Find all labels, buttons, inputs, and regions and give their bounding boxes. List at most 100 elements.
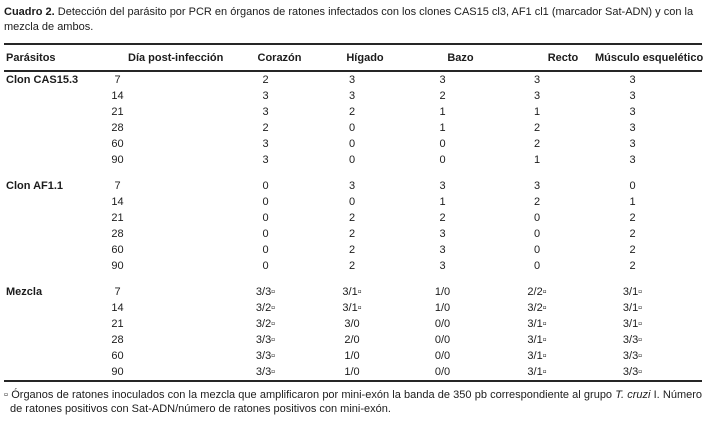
- value-cell: 3/3▫: [255, 366, 276, 378]
- value-cell: 3: [439, 260, 446, 272]
- value-cell: 0/0: [434, 350, 451, 362]
- value-cell: 2: [348, 228, 356, 240]
- row-group-label: [4, 210, 92, 226]
- day-post-infection-cell: 14: [111, 196, 124, 208]
- value-cell: 1: [439, 196, 446, 208]
- value-cell: 0/0: [434, 334, 451, 346]
- col-header-parasitos: Parásitos: [4, 44, 92, 72]
- value-cell: 3: [629, 154, 636, 166]
- day-post-infection-cell: 14: [111, 302, 124, 314]
- value-cell: 1: [533, 154, 541, 166]
- table-row: 14 3 3 2 3 3: [4, 88, 702, 104]
- value-cell: 0: [348, 154, 356, 166]
- day-post-infection-cell: 21: [111, 106, 124, 118]
- value-cell: 0: [439, 138, 446, 150]
- day-post-infection-cell: 60: [111, 244, 124, 256]
- value-cell: 2: [533, 138, 541, 150]
- value-cell: 3: [439, 244, 446, 256]
- value-cell: 1: [533, 106, 541, 118]
- col-header-musculo-esqueletico: Músculo esquelético: [585, 44, 703, 72]
- day-post-infection-cell: 21: [111, 318, 124, 330]
- value-cell: 2/2▫: [527, 286, 547, 298]
- value-cell: 3: [533, 180, 541, 192]
- row-group-label: [4, 136, 92, 152]
- value-cell: 2: [533, 122, 541, 134]
- value-cell: 3/1▫: [527, 334, 547, 346]
- day-post-infection-cell: 90: [111, 366, 124, 378]
- value-cell: 3: [629, 106, 636, 118]
- value-cell: 3: [629, 74, 636, 86]
- value-cell: 2: [629, 244, 636, 256]
- row-group-label: [4, 194, 92, 210]
- caption-text: Detección del parásito por PCR en órgano…: [4, 6, 694, 33]
- value-cell: 0: [262, 196, 269, 208]
- row-group-label: [4, 88, 92, 104]
- value-cell: 3/3▫: [255, 286, 276, 298]
- day-post-infection-cell: 60: [111, 350, 124, 362]
- row-group-label: [4, 226, 92, 242]
- table-row: Clon AF1.1 7 0 3 3 3 0: [4, 178, 702, 194]
- value-cell: 2: [262, 74, 269, 86]
- day-post-infection-cell: 28: [111, 122, 124, 134]
- value-cell: 1/0: [344, 366, 360, 378]
- value-cell: 3: [262, 138, 269, 150]
- row-group-label: [4, 364, 92, 381]
- caption-label: Cuadro 2.: [4, 6, 55, 18]
- value-cell: 2: [629, 212, 636, 224]
- day-post-infection-cell: 21: [111, 212, 124, 224]
- value-cell: 3: [348, 180, 356, 192]
- table-row: 28 2 0 1 2 3: [4, 120, 702, 136]
- value-cell: 1/0: [434, 286, 451, 298]
- value-cell: 0: [533, 244, 541, 256]
- value-cell: 3/2▫: [527, 302, 547, 314]
- value-cell: 0: [533, 260, 541, 272]
- value-cell: 3/1▫: [622, 302, 643, 314]
- block-spacer: [4, 274, 702, 284]
- day-post-infection-cell: 28: [111, 228, 124, 240]
- value-cell: 3: [533, 74, 541, 86]
- value-cell: 3/1▫: [527, 318, 547, 330]
- value-cell: 2: [348, 212, 356, 224]
- value-cell: 3: [629, 90, 636, 102]
- value-cell: 0: [533, 212, 541, 224]
- value-cell: 0: [439, 154, 446, 166]
- value-cell: 2: [262, 122, 269, 134]
- value-cell: 1/0: [344, 350, 360, 362]
- value-cell: 0/0: [434, 318, 451, 330]
- value-cell: 1: [439, 122, 446, 134]
- value-cell: 3/2▫: [255, 318, 276, 330]
- table-row: Clon CAS15.3 7 2 3 3 3 3: [4, 71, 702, 88]
- value-cell: 3/3▫: [255, 350, 276, 362]
- row-group-label: [4, 332, 92, 348]
- value-cell: 3/1▫: [527, 350, 547, 362]
- value-cell: 2/0: [344, 334, 360, 346]
- value-cell: 0: [348, 196, 356, 208]
- value-cell: 3/1▫: [622, 286, 643, 298]
- value-cell: 3/0: [344, 318, 360, 330]
- value-cell: 3/1▫: [622, 318, 643, 330]
- value-cell: 1: [629, 196, 636, 208]
- table-row: 90 0 2 3 0 2: [4, 258, 702, 274]
- row-group-label: [4, 242, 92, 258]
- value-cell: 3: [629, 122, 636, 134]
- value-cell: 3/3▫: [622, 350, 643, 362]
- footnote-marker: ▫: [4, 389, 9, 401]
- value-cell: 3/3▫: [622, 334, 643, 346]
- value-cell: 2: [439, 212, 446, 224]
- value-cell: 3: [629, 138, 636, 150]
- value-cell: 3/2▫: [255, 302, 276, 314]
- table-row: 90 3/3▫ 1/0 0/0 3/1▫ 3/3▫: [4, 364, 702, 381]
- table-body: Clon CAS15.3 7 2 3 3 3 3 14 3 3 2 3 3 21 3 2 1 1 3 28 2 0 1 2 3 6…: [4, 71, 702, 381]
- header-row: Parásitos Día post-infección Corazón Híg…: [4, 44, 703, 72]
- day-post-infection-cell: 28: [111, 334, 124, 346]
- value-cell: 2: [629, 260, 636, 272]
- row-group-label: [4, 316, 92, 332]
- table-header: Parásitos Día post-infección Corazón Híg…: [4, 44, 703, 72]
- row-group-label: Mezcla: [6, 286, 43, 298]
- value-cell: 3: [533, 90, 541, 102]
- value-cell: 3: [439, 228, 446, 240]
- table-row: 28 0 2 3 0 2: [4, 226, 702, 242]
- value-cell: 0: [262, 260, 269, 272]
- day-post-infection-cell: 7: [114, 74, 121, 86]
- value-cell: 2: [533, 196, 541, 208]
